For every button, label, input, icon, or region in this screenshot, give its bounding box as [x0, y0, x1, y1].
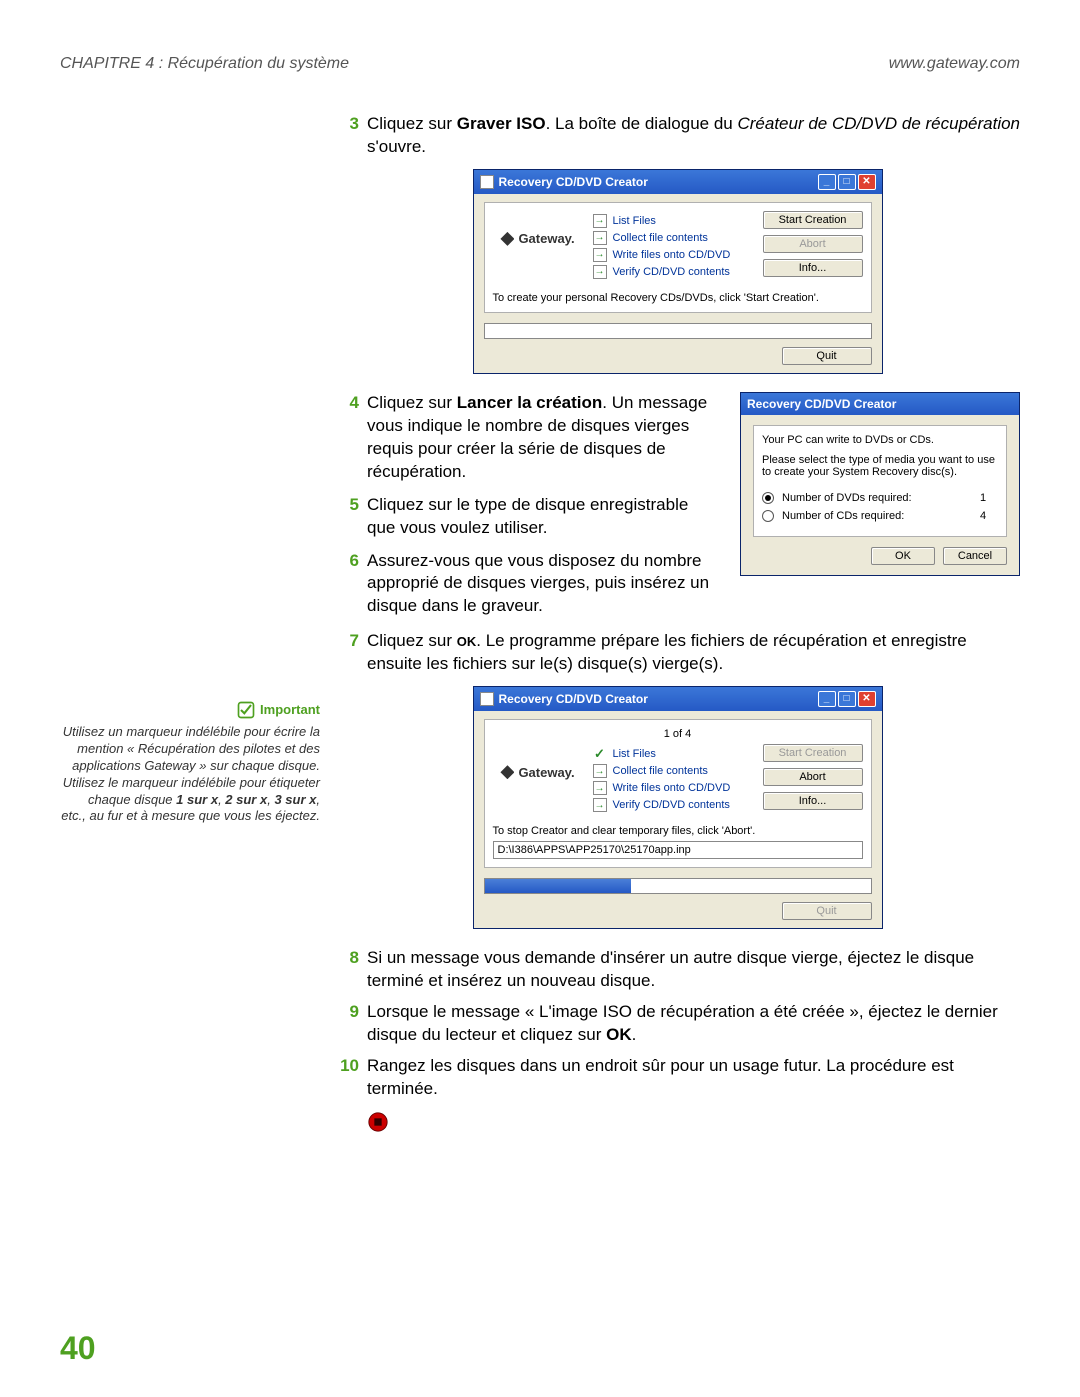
dvd-option[interactable]: Number of DVDs required: 1 [762, 492, 998, 504]
info-button[interactable]: Info... [763, 792, 863, 810]
step-text: Cliquez sur OK. Le programme prépare les… [367, 630, 1020, 676]
step-text: Cliquez sur le type de disque enregistra… [367, 494, 720, 540]
minimize-button[interactable]: _ [818, 691, 836, 707]
abort-button: Abort [763, 235, 863, 253]
media-select-dialog: Recovery CD/DVD Creator Your PC can writ… [740, 392, 1020, 576]
maximize-button[interactable]: □ [838, 174, 856, 190]
step-text: Lorsque le message « L'image ISO de récu… [367, 1001, 1020, 1047]
info-line-1: Your PC can write to DVDs or CDs. [762, 434, 998, 446]
window-title: Recovery CD/DVD Creator [499, 692, 648, 706]
ok-button[interactable]: OK [871, 547, 935, 565]
step-number: 9 [335, 1001, 359, 1047]
important-sidebar: Important Utilisez un marqueur indélébil… [60, 700, 320, 825]
maximize-button[interactable]: □ [838, 691, 856, 707]
important-title: Important [260, 702, 320, 719]
radio-icon [762, 510, 774, 522]
arrow-icon: → [593, 764, 607, 778]
app-icon [480, 175, 494, 189]
step-5: 5 Cliquez sur le type de disque enregist… [335, 494, 720, 540]
abort-button[interactable]: Abort [763, 768, 863, 786]
window-titlebar: Recovery CD/DVD Creator [741, 393, 1019, 415]
step-text: Cliquez sur Lancer la création. Un messa… [367, 392, 720, 484]
site-url: www.gateway.com [889, 55, 1020, 73]
step-number: 5 [335, 494, 359, 540]
quit-button[interactable]: Quit [782, 347, 872, 365]
arrow-icon: → [593, 781, 607, 795]
close-button[interactable]: ✕ [858, 174, 876, 190]
arrow-icon: → [593, 798, 607, 812]
check-icon: ✓ [593, 747, 607, 761]
step-text: Rangez les disques dans un endroit sûr p… [367, 1055, 1020, 1101]
step-number: 10 [335, 1055, 359, 1101]
step-text: Si un message vous demande d'insérer un … [367, 947, 1020, 993]
gateway-logo: Gateway. [493, 744, 583, 800]
start-creation-button: Start Creation [763, 744, 863, 762]
step-4: 4 Cliquez sur Lancer la création. Un mes… [335, 392, 720, 484]
arrow-icon: → [593, 214, 607, 228]
arrow-icon: → [593, 248, 607, 262]
close-button[interactable]: ✕ [858, 691, 876, 707]
chapter-title: CHAPITRE 4 : Récupération du système [60, 55, 349, 73]
step-text: Cliquez sur Graver ISO. La boîte de dial… [367, 113, 1020, 159]
minimize-button[interactable]: _ [818, 174, 836, 190]
step-number: 6 [335, 550, 359, 619]
arrow-icon: → [593, 265, 607, 279]
cd-option[interactable]: Number of CDs required: 4 [762, 510, 998, 522]
arrow-icon: → [593, 231, 607, 245]
progress-counter: 1 of 4 [493, 728, 863, 740]
step-6: 6 Assurez-vous que vous disposez du nomb… [335, 550, 720, 619]
step-number: 7 [335, 630, 359, 676]
important-icon [236, 700, 256, 720]
window-title: Recovery CD/DVD Creator [747, 397, 896, 411]
recovery-creator-window-1: Recovery CD/DVD Creator _ □ ✕ Gateway. →… [473, 169, 883, 374]
step-3: 3 Cliquez sur Graver ISO. La boîte de di… [335, 113, 1020, 159]
current-file-path: D:\I386\APPS\APP25170\25170app.inp [493, 841, 863, 859]
step-9: 9 Lorsque le message « L'image ISO de ré… [335, 1001, 1020, 1047]
hint-text: To create your personal Recovery CDs/DVD… [493, 292, 863, 304]
page-number: 40 [60, 1330, 96, 1367]
info-button[interactable]: Info... [763, 259, 863, 277]
progress-bar [485, 879, 632, 893]
radio-selected-icon [762, 492, 774, 504]
info-line-2: Please select the type of media you want… [762, 454, 998, 478]
step-8: 8 Si un message vous demande d'insérer u… [335, 947, 1020, 993]
step-10: 10 Rangez les disques dans un endroit sû… [335, 1055, 1020, 1101]
important-body: Utilisez un marqueur indélébile pour écr… [60, 724, 320, 825]
step-number: 8 [335, 947, 359, 993]
stop-icon [367, 1111, 389, 1133]
cancel-button[interactable]: Cancel [943, 547, 1007, 565]
step-7: 7 Cliquez sur OK. Le programme prépare l… [335, 630, 1020, 676]
hint-text: To stop Creator and clear temporary file… [493, 825, 863, 837]
window-title: Recovery CD/DVD Creator [499, 175, 648, 189]
page-header: CHAPITRE 4 : Récupération du système www… [60, 55, 1020, 73]
step-text: Assurez-vous que vous disposez du nombre… [367, 550, 720, 619]
step-number: 3 [335, 113, 359, 159]
step-number: 4 [335, 392, 359, 484]
window-titlebar: Recovery CD/DVD Creator _ □ ✕ [474, 170, 882, 194]
gateway-logo: Gateway. [493, 211, 583, 267]
quit-button: Quit [782, 902, 872, 920]
app-icon [480, 692, 494, 706]
start-creation-button[interactable]: Start Creation [763, 211, 863, 229]
window-titlebar: Recovery CD/DVD Creator _ □ ✕ [474, 687, 882, 711]
recovery-creator-window-2: Recovery CD/DVD Creator _ □ ✕ 1 of 4 Gat… [473, 686, 883, 929]
